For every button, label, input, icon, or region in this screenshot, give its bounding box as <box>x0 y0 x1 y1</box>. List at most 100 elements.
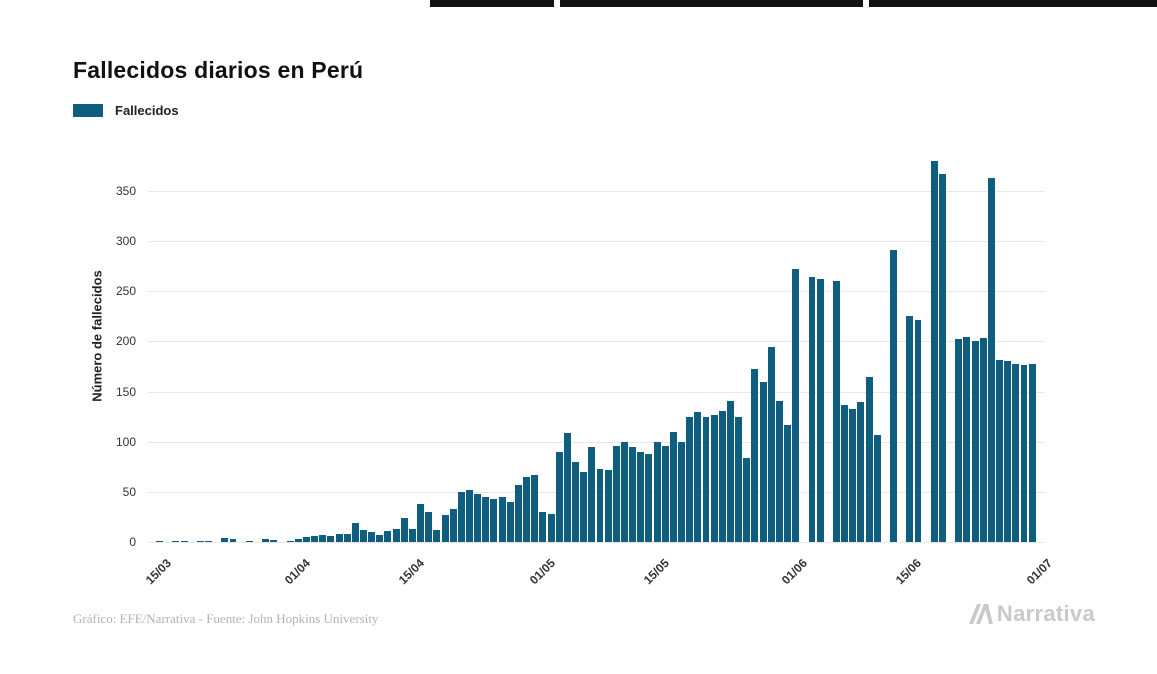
bar-29/04[interactable] <box>531 474 539 542</box>
bar-07/04[interactable] <box>351 522 359 542</box>
bar-22/05[interactable] <box>718 410 726 542</box>
legend-label: Fallecidos <box>115 103 179 118</box>
bar-01/05[interactable] <box>547 513 555 542</box>
bar-17/05[interactable] <box>678 441 685 542</box>
bar-09/06[interactable] <box>865 376 873 542</box>
bar-14/04[interactable] <box>408 528 416 542</box>
bar-25/05[interactable] <box>743 457 751 542</box>
bar-29/06[interactable] <box>1028 363 1036 542</box>
bar-03/05[interactable] <box>563 432 571 542</box>
bar-02/06[interactable] <box>808 277 816 542</box>
bar-07/05[interactable] <box>596 468 604 542</box>
bar-30/05[interactable] <box>784 424 791 542</box>
bar-30/04[interactable] <box>539 511 547 542</box>
bar-08/05[interactable] <box>604 469 612 542</box>
bar-27/05[interactable] <box>759 381 767 542</box>
bar-04/04[interactable] <box>327 535 335 542</box>
bar-19/05[interactable] <box>694 411 702 542</box>
bar-23/03[interactable] <box>229 538 237 542</box>
bar-28/03[interactable] <box>270 539 278 542</box>
bar-05/04[interactable] <box>335 533 343 542</box>
bar-04/05[interactable] <box>572 461 579 542</box>
bar-31/03[interactable] <box>294 538 302 542</box>
bar-30/03[interactable] <box>286 540 294 542</box>
bar-08/06[interactable] <box>857 401 865 542</box>
bar-20/04[interactable] <box>457 491 465 542</box>
bar-20/05[interactable] <box>702 416 710 542</box>
bar-28/06[interactable] <box>1020 364 1028 542</box>
gridline-200 <box>148 341 1045 343</box>
bar-22/03[interactable] <box>221 537 229 542</box>
bar-13/05[interactable] <box>645 453 653 542</box>
bar-02/04[interactable] <box>311 535 319 542</box>
bar-01/04[interactable] <box>302 536 310 542</box>
bar-16/03[interactable] <box>172 540 180 542</box>
bar-03/04[interactable] <box>319 534 327 542</box>
bar-25/06[interactable] <box>996 359 1004 542</box>
bar-21/05[interactable] <box>710 414 718 542</box>
bar-15/06[interactable] <box>914 320 922 542</box>
bar-02/05[interactable] <box>555 451 563 542</box>
bar-27/06[interactable] <box>1012 363 1020 542</box>
bar-18/04[interactable] <box>441 514 449 542</box>
bar-12/05[interactable] <box>637 451 645 542</box>
bar-29/05[interactable] <box>775 400 783 542</box>
gridline-150 <box>148 391 1045 393</box>
bar-24/05[interactable] <box>735 416 743 542</box>
bar-23/04[interactable] <box>482 496 490 542</box>
bar-28/05[interactable] <box>767 346 775 542</box>
bar-14/03[interactable] <box>156 540 164 542</box>
bar-16/05[interactable] <box>669 431 677 542</box>
bar-20/03[interactable] <box>205 540 213 542</box>
bar-14/05[interactable] <box>653 441 661 542</box>
bar-27/04[interactable] <box>514 484 522 542</box>
bar-15/04[interactable] <box>417 503 425 542</box>
bar-19/04[interactable] <box>449 508 457 542</box>
bar-12/04[interactable] <box>392 528 400 542</box>
bar-31/05[interactable] <box>792 269 800 542</box>
bar-14/06[interactable] <box>906 316 914 542</box>
bar-11/04[interactable] <box>384 530 392 542</box>
bar-21/04[interactable] <box>466 489 473 542</box>
bar-22/04[interactable] <box>474 493 482 542</box>
bar-26/05[interactable] <box>751 368 759 542</box>
bar-15/05[interactable] <box>661 445 669 542</box>
bar-23/05[interactable] <box>726 400 734 542</box>
bar-25/04[interactable] <box>498 496 506 542</box>
bar-06/04[interactable] <box>343 533 351 542</box>
bar-23/06[interactable] <box>979 338 987 542</box>
bar-13/04[interactable] <box>400 517 408 542</box>
bar-28/04[interactable] <box>523 476 531 542</box>
bar-22/06[interactable] <box>971 341 979 542</box>
bar-16/04[interactable] <box>425 511 433 542</box>
bar-09/05[interactable] <box>612 445 620 542</box>
bar-26/04[interactable] <box>506 501 514 542</box>
bar-06/05[interactable] <box>588 446 596 542</box>
bar-24/06[interactable] <box>987 178 995 542</box>
legend[interactable]: Fallecidos <box>73 103 179 118</box>
bar-09/04[interactable] <box>368 531 376 542</box>
bar-27/03[interactable] <box>262 538 270 542</box>
bar-18/06[interactable] <box>938 174 946 542</box>
bar-07/06[interactable] <box>849 408 857 542</box>
bar-19/03[interactable] <box>196 540 204 542</box>
bar-08/04[interactable] <box>360 529 367 542</box>
bar-18/05[interactable] <box>686 416 694 542</box>
bar-10/05[interactable] <box>620 441 628 542</box>
bar-24/04[interactable] <box>490 498 498 542</box>
bar-10/04[interactable] <box>376 534 384 542</box>
bar-06/06[interactable] <box>841 404 849 542</box>
bar-11/05[interactable] <box>629 446 637 542</box>
bar-10/06[interactable] <box>873 434 881 542</box>
bar-26/06[interactable] <box>1004 360 1012 542</box>
bar-05/05[interactable] <box>580 471 588 542</box>
bar-03/06[interactable] <box>816 279 824 542</box>
bar-17/04[interactable] <box>433 529 441 542</box>
bar-05/06[interactable] <box>832 281 840 542</box>
bar-20/06[interactable] <box>955 339 963 542</box>
bar-17/06[interactable] <box>930 161 938 542</box>
bar-21/06[interactable] <box>963 337 971 542</box>
bar-12/06[interactable] <box>890 250 898 542</box>
bar-17/03[interactable] <box>180 540 188 542</box>
bar-25/03[interactable] <box>245 540 253 542</box>
